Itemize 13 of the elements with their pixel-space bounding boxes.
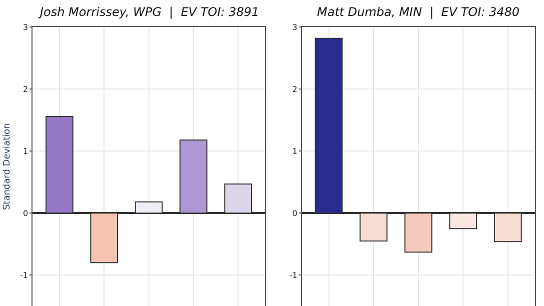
y-tick-label: -1 bbox=[20, 270, 28, 280]
y-tick-label: 3 bbox=[22, 23, 28, 32]
y-tick-label: 3 bbox=[292, 23, 298, 32]
y-axis-title: Standard Deviation bbox=[2, 123, 12, 210]
y-tick-label: 2 bbox=[292, 84, 298, 94]
chart-title: Matt Dumba, MIN | EV TOI: 3480 bbox=[317, 5, 520, 19]
y-tick-label: -1 bbox=[289, 270, 298, 280]
y-tick-label: 0 bbox=[292, 208, 298, 218]
y-tick-label: 1 bbox=[22, 146, 28, 156]
y-tick-label: 0 bbox=[22, 208, 28, 218]
chart-title: Josh Morrissey, WPG | EV TOI: 3891 bbox=[38, 5, 260, 19]
y-tick-label: 1 bbox=[292, 146, 298, 156]
y-tick-label: 2 bbox=[22, 84, 28, 94]
